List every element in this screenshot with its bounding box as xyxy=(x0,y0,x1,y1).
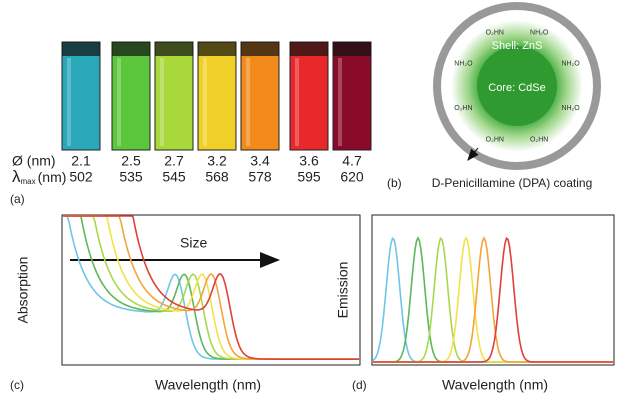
lambda-max: 535 xyxy=(119,169,143,185)
vial-cap xyxy=(333,42,371,56)
vial xyxy=(154,41,194,151)
pointer xyxy=(467,147,479,161)
frame xyxy=(61,214,361,366)
lambda-max: 620 xyxy=(340,169,364,185)
lambda-max: 545 xyxy=(162,169,186,185)
absorption-curve xyxy=(63,215,359,360)
absorption-curve xyxy=(63,215,359,360)
diameter: 2.7 xyxy=(164,153,184,169)
emission-curve xyxy=(373,236,613,363)
vial-highlight xyxy=(203,58,207,146)
lambda: λ xyxy=(12,167,21,186)
panel-d: Emission Wavelength (nm) (d) xyxy=(335,214,615,393)
emission-curve xyxy=(373,236,613,363)
vial xyxy=(289,41,329,151)
ligand-label: NH₂O xyxy=(530,29,549,36)
emission-curve xyxy=(373,236,613,363)
shell-label: Shell: ZnS xyxy=(492,40,543,52)
ligand-label: NH₂O xyxy=(454,61,473,68)
row-label: Ø (nm) xyxy=(12,153,56,169)
row-label: λmax (nm) xyxy=(12,167,66,186)
emission-curve xyxy=(372,236,613,363)
vial-cap xyxy=(155,42,193,56)
vial-highlight xyxy=(246,58,250,146)
subscript: max xyxy=(21,177,36,186)
ligand-label: O₂HN xyxy=(486,136,504,143)
lambda-max: 578 xyxy=(248,169,272,185)
lambda-max: 595 xyxy=(297,169,321,185)
diameter: 3.2 xyxy=(207,153,227,169)
ligand-label: O₂HN xyxy=(454,105,472,112)
arrow-label: Size xyxy=(180,235,207,251)
ligand-label: O₂HN xyxy=(486,29,504,36)
vial-cap xyxy=(241,42,279,56)
lambda-max: 568 xyxy=(205,169,229,185)
vial-highlight xyxy=(67,58,71,146)
vial xyxy=(111,41,151,151)
ligand-label: O₂HN xyxy=(530,136,548,143)
panel-c: Size Absorption Wavelength (nm) (c) xyxy=(10,214,361,393)
lambda-max: 502 xyxy=(69,169,93,185)
ligand-label: NH₂O xyxy=(561,105,580,112)
diameter: 2.1 xyxy=(71,153,91,169)
vial-highlight xyxy=(160,58,164,146)
x-label: Wavelength (nm) xyxy=(442,377,548,393)
diameter: 4.7 xyxy=(342,153,362,169)
unit: (nm) xyxy=(38,169,67,185)
panel-tag: (d) xyxy=(352,378,367,392)
ligand-label: NH₂O xyxy=(561,61,580,68)
core xyxy=(477,46,557,126)
absorption-curve xyxy=(63,215,359,360)
absorption-curve xyxy=(63,215,359,360)
vial-highlight xyxy=(295,58,299,146)
emission-curve xyxy=(373,236,613,363)
vial-highlight xyxy=(338,58,342,146)
frame xyxy=(371,214,615,366)
vial-cap xyxy=(290,42,328,56)
panel-b: Shell: ZnS Core: CdSe (b) D-Penicillamin… xyxy=(387,2,601,190)
y-label: Absorption xyxy=(15,257,31,324)
vial-cap xyxy=(198,42,236,56)
diameter: 3.4 xyxy=(250,153,270,169)
vial-cap xyxy=(62,42,100,56)
vial xyxy=(332,41,372,151)
core-label: Core: CdSe xyxy=(488,82,545,94)
panel-tag: (b) xyxy=(387,176,402,190)
caption: D-Penicillamine (DPA) coating xyxy=(432,176,593,190)
vial-cap xyxy=(112,42,150,56)
x-label: Wavelength (nm) xyxy=(155,377,261,393)
diameter: 2.5 xyxy=(121,153,141,169)
vial xyxy=(197,41,237,151)
panel-tag: (c) xyxy=(10,378,24,392)
y-label: Emission xyxy=(335,262,351,319)
vial-highlight xyxy=(117,58,121,146)
vial xyxy=(61,41,101,151)
diameter: 3.6 xyxy=(299,153,319,169)
absorption-curve xyxy=(63,215,359,360)
panel-tag: (a) xyxy=(10,192,25,206)
emission-curve xyxy=(373,236,613,363)
absorption-curve xyxy=(63,215,359,360)
